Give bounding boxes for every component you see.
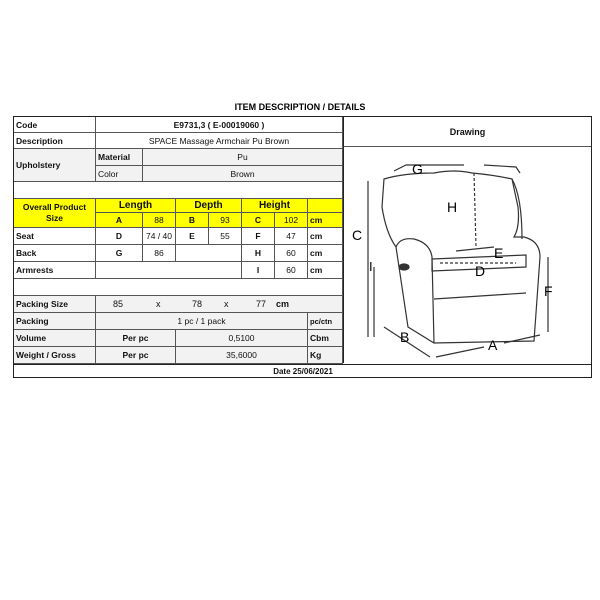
dim-letter-e: E (494, 245, 504, 261)
code-label: Code (14, 117, 96, 133)
packing-size-label: Packing Size (14, 296, 96, 313)
a-value: 88 (143, 213, 176, 228)
volume-unit: Cbm (308, 330, 343, 347)
packing-x1: x (156, 299, 161, 309)
size-unit: cm (308, 213, 343, 228)
f-letter: F (242, 228, 275, 245)
date: Date 25/06/2021 (14, 364, 592, 377)
material-value: Pu (143, 149, 343, 166)
back-label: Back (14, 245, 96, 262)
length-header: Length (96, 199, 176, 213)
armrests-unit: cm (308, 262, 343, 279)
dim-letter-i: I (369, 259, 373, 274)
code-value: E9731,3 ( E-00019060 ) (96, 117, 343, 133)
i-letter: I (242, 262, 275, 279)
weight-unit: Kg (308, 347, 343, 364)
dim-letter-f: F (544, 283, 553, 299)
description-label: Description (14, 133, 96, 149)
seat-unit: cm (308, 228, 343, 245)
material-label: Material (96, 149, 143, 166)
height-header: Height (242, 199, 308, 213)
packing-label: Packing (14, 313, 96, 330)
c-value: 102 (275, 213, 308, 228)
dim-letter-d: D (475, 263, 486, 279)
d-value: 74 / 40 (143, 228, 176, 245)
e-value: 55 (209, 228, 242, 245)
packing-unit: cm (276, 299, 290, 309)
color-value: Brown (143, 166, 343, 182)
dim-letter-h: H (447, 199, 458, 215)
drawing-area: G H C I E D F B A (343, 147, 592, 363)
weight-value: 35,6000 (176, 347, 308, 364)
volume-per: Per pc (96, 330, 176, 347)
b-value: 93 (209, 213, 242, 228)
spacer-row (14, 182, 343, 199)
h-letter: H (242, 245, 275, 262)
drawing-label: Drawing (343, 117, 591, 147)
g-value: 86 (143, 245, 176, 262)
packing-x2: x (224, 299, 229, 309)
i-value: 60 (275, 262, 308, 279)
a-letter: A (96, 213, 143, 228)
dim-letter-b: B (400, 329, 410, 345)
depth-header: Depth (176, 199, 242, 213)
overall-size-label-line1: Overall Product (22, 202, 87, 212)
unit-header (308, 199, 343, 213)
armrests-label: Armrests (14, 262, 96, 279)
overall-size-label: Overall Product Size (14, 199, 96, 228)
description-value: SPACE Massage Armchair Pu Brown (96, 133, 343, 149)
seat-label: Seat (14, 228, 96, 245)
g-letter: G (96, 245, 143, 262)
packing-width: 78 (192, 299, 203, 309)
dim-letter-c: C (352, 227, 363, 243)
packing-length: 85 (113, 299, 124, 309)
empty-cell (176, 245, 242, 262)
e-letter: E (176, 228, 209, 245)
weight-per: Per pc (96, 347, 176, 364)
dim-letter-a: A (488, 337, 498, 353)
h-value: 60 (275, 245, 308, 262)
upholstery-label: Upholstery (14, 149, 96, 182)
f-value: 47 (275, 228, 308, 245)
empty-cell (96, 262, 242, 279)
back-unit: cm (308, 245, 343, 262)
spec-table (13, 116, 592, 378)
spacer-row (14, 279, 343, 296)
color-label: Color (96, 166, 143, 182)
packing-size-value: 85 x 78 x 77 cm (96, 296, 343, 313)
weight-label: Weight / Gross (14, 347, 96, 364)
c-letter: C (242, 213, 275, 228)
b-letter: B (176, 213, 209, 228)
dim-letter-g: G (412, 161, 423, 177)
packing-height: 77 (256, 299, 267, 309)
volume-value: 0,5100 (176, 330, 308, 347)
packing-value: 1 pc / 1 pack (96, 313, 308, 330)
armchair-drawing (367, 164, 549, 358)
document-title: ITEM DESCRIPTION / DETAILS (234, 102, 366, 112)
volume-label: Volume (14, 330, 96, 347)
d-letter: D (96, 228, 143, 245)
overall-size-label-line2: Size (45, 213, 63, 223)
packing-unit: pc/ctn (308, 313, 343, 330)
